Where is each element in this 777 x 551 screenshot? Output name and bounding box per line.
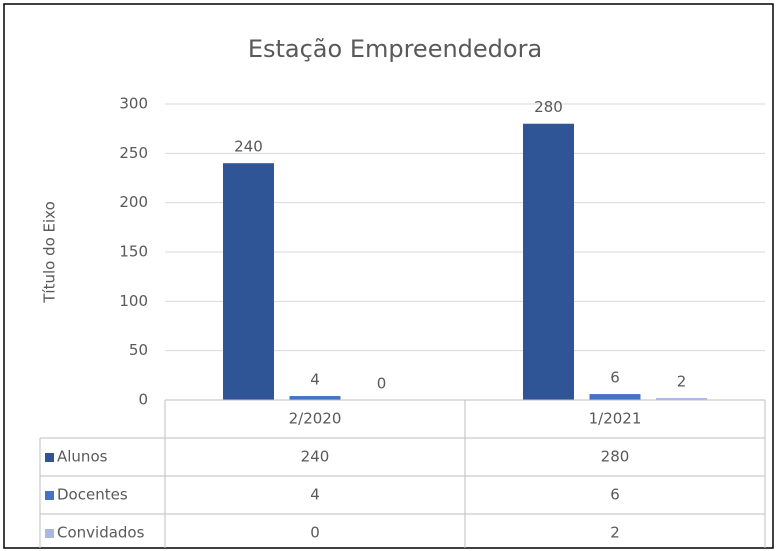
table-cell: 240 <box>301 448 330 466</box>
x-tick-label: 1/2021 <box>589 410 642 428</box>
data-label: 4 <box>310 371 320 389</box>
y-tick-label: 200 <box>119 193 148 211</box>
data-label: 2 <box>677 373 687 391</box>
y-tick-label: 250 <box>119 144 148 162</box>
legend-key <box>45 529 54 538</box>
data-label: 240 <box>234 138 263 156</box>
bar <box>289 396 341 400</box>
legend-label: Docentes <box>57 486 128 504</box>
legend-label: Convidados <box>57 524 145 542</box>
data-label: 0 <box>377 375 387 393</box>
y-tick-label: 100 <box>119 292 148 310</box>
y-tick-label: 150 <box>119 243 148 261</box>
data-label: 6 <box>610 369 620 387</box>
y-tick-label: 50 <box>129 341 148 359</box>
table-cell: 2 <box>610 524 620 542</box>
bar <box>223 163 274 400</box>
data-label: 280 <box>534 98 563 116</box>
bar <box>523 123 574 400</box>
chart-border <box>3 3 774 549</box>
chart-title: Estação Empreendedora <box>248 35 542 63</box>
table-cell: 280 <box>601 448 630 466</box>
bar <box>589 394 641 400</box>
x-tick-label: 2/2020 <box>289 410 342 428</box>
y-tick-label: 0 <box>138 391 148 409</box>
table-cell: 4 <box>310 486 320 504</box>
legend-key <box>45 491 54 500</box>
y-axis-title: Título do Eixo <box>41 201 59 304</box>
legend-key <box>45 453 54 462</box>
legend-label: Alunos <box>57 448 108 466</box>
y-tick-label: 300 <box>119 95 148 113</box>
table-cell: 6 <box>610 486 620 504</box>
table-cell: 0 <box>310 524 320 542</box>
bar <box>656 398 707 400</box>
